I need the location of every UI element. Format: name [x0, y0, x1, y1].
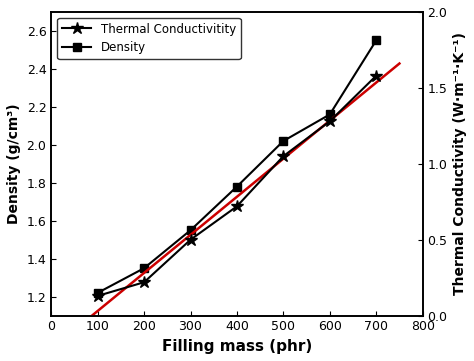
Density — [141, 266, 147, 270]
Density — [327, 112, 333, 117]
Density — [95, 291, 100, 295]
Thermal Conductivitity — [95, 294, 100, 298]
Legend: Thermal Conductivitity, Density: Thermal Conductivitity, Density — [57, 18, 241, 59]
Density — [188, 228, 193, 232]
Density — [374, 38, 379, 43]
Thermal Conductivitity — [141, 280, 147, 284]
Line: Density: Density — [93, 36, 380, 297]
Density — [234, 184, 240, 189]
Thermal Conductivitity — [188, 238, 193, 242]
Y-axis label: Thermal Conductivity (W·m⁻¹·K⁻¹): Thermal Conductivity (W·m⁻¹·K⁻¹) — [453, 32, 467, 295]
Thermal Conductivitity — [234, 204, 240, 208]
Thermal Conductivitity — [374, 74, 379, 78]
X-axis label: Filling mass (phr): Filling mass (phr) — [162, 339, 312, 354]
Y-axis label: Density (g/cm³): Density (g/cm³) — [7, 104, 21, 224]
Thermal Conductivitity — [327, 119, 333, 123]
Density — [281, 139, 286, 143]
Thermal Conductivitity — [281, 154, 286, 158]
Line: Thermal Conductivitity: Thermal Conductivitity — [91, 69, 383, 302]
